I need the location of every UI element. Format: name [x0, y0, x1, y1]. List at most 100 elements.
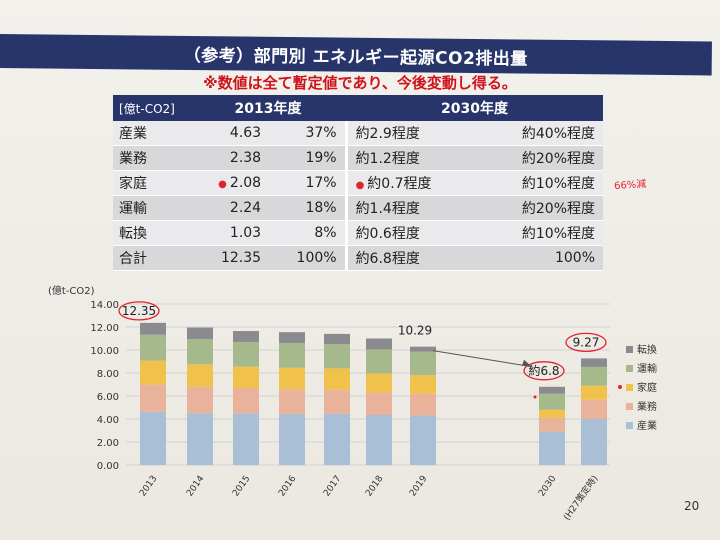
value-2013: 2.24: [190, 195, 270, 221]
unit-header: [億t-CO2]: [113, 95, 190, 121]
bar-segment: [279, 343, 305, 368]
legend-swatch: [626, 346, 633, 353]
bar-segment: [187, 327, 213, 340]
value-2030: 約2.9程度: [346, 121, 478, 146]
x-tick-label: 2016: [277, 474, 298, 499]
legend-swatch: [626, 365, 633, 372]
handwritten-circle: [523, 361, 565, 381]
bar-segment: [410, 351, 436, 376]
value-2030: 約1.2程度: [346, 145, 478, 171]
share-2030: 約40%程度: [477, 121, 603, 146]
table-row: 産業 4.63 37% 約2.9程度 約40%程度: [113, 121, 603, 146]
bar-segment: [233, 366, 259, 388]
value-text: 約0.7程度: [367, 176, 432, 192]
marker-dot-icon: ●: [218, 179, 227, 190]
legend-label: 業務: [637, 400, 657, 413]
bar-segment: [187, 364, 213, 387]
y-tick-label: 14.00: [90, 300, 119, 311]
legend-label: 家庭: [637, 381, 657, 394]
value-2013: ● 2.08: [190, 170, 270, 196]
legend-label: 産業: [637, 419, 657, 432]
share-2013: 100%: [269, 245, 348, 271]
page-number: 20: [684, 499, 700, 513]
row-label: 転換: [113, 220, 190, 246]
table-row: 合計 12.35 100% 約6.8程度 100%: [113, 245, 603, 271]
bar-segment: [187, 386, 213, 414]
row-label: 合計: [113, 245, 190, 271]
share-2030: 約20%程度: [477, 145, 603, 171]
y-tick-label: 0.00: [97, 461, 119, 472]
bar-segment: [187, 413, 213, 465]
legend-label: 運輸: [637, 362, 657, 375]
y-tick-label: 2.00: [97, 438, 119, 449]
data-label: 10.29: [398, 324, 432, 338]
bar-segment: [233, 413, 259, 465]
legend-swatch: [626, 384, 633, 391]
table-row: 転換 1.03 8% 約0.6程度 約10%程度: [113, 220, 603, 246]
data-label: 約6.8: [528, 363, 559, 378]
bar-segment: [410, 393, 436, 416]
bar-segment: [366, 373, 392, 393]
x-tick-label: 2019: [408, 474, 429, 499]
share-2013: 8%: [269, 220, 348, 246]
bar-segment: [140, 360, 166, 385]
marker-dot-icon: [533, 395, 537, 399]
value-2030: 約0.6程度: [346, 220, 478, 246]
data-label: 9.27: [573, 335, 600, 349]
bar-segment: [279, 389, 305, 414]
header-2013: 2013年度: [190, 95, 347, 121]
bar-segment: [279, 413, 305, 465]
bar-segment: [324, 413, 350, 465]
x-tick-label: 2015: [231, 474, 252, 498]
bar-segment: [233, 387, 259, 414]
bar-segment: [279, 332, 305, 344]
y-axis-label: (億t-CO2): [48, 286, 95, 297]
trend-arrow-line: [432, 350, 533, 368]
bar-segment: [581, 385, 607, 400]
data-label: 12.35: [122, 304, 156, 318]
handwritten-circle: [118, 301, 160, 321]
x-tick-label: 2017: [322, 474, 343, 498]
table-row: 家庭 ● 2.08 17% ● 約0.7程度 約10%程度: [113, 170, 603, 196]
bar-segment: [233, 341, 259, 367]
bar-segment: [366, 392, 392, 415]
bar-segment: [324, 344, 350, 369]
legend-label: 転換: [637, 344, 657, 356]
bar-segment: [539, 417, 565, 432]
bar-segment: [410, 415, 436, 465]
bar-segment: [410, 346, 436, 352]
row-label: 業務: [113, 145, 190, 171]
share-2030: 約20%程度: [477, 195, 603, 221]
arrow-head-icon: [522, 359, 532, 367]
provisional-note: ※数値は全て暫定値であり、今後変動し得る。: [203, 74, 517, 92]
value-2013: 1.03: [190, 220, 270, 246]
bar-segment: [140, 411, 166, 465]
table-row: 業務 2.38 19% 約1.2程度 約20%程度: [113, 145, 603, 171]
bar-segment: [324, 333, 350, 345]
x-tick-label: 2013: [138, 474, 159, 498]
bar-segment: [581, 366, 607, 386]
bar-segment: [410, 375, 436, 394]
x-tick-label: (H27策定時): [561, 473, 601, 523]
x-tick-label: 2030: [537, 474, 558, 499]
table-row: 運輸 2.24 18% 約1.4程度 約20%程度: [113, 195, 603, 221]
row-label: 運輸: [113, 195, 190, 221]
marker-dot-icon: [618, 385, 622, 389]
y-tick-label: 12.00: [90, 323, 119, 334]
y-tick-label: 10.00: [90, 346, 119, 357]
value-2030: 約1.4程度: [346, 195, 478, 221]
bar-segment: [581, 399, 607, 419]
header-2030: 2030年度: [346, 95, 603, 121]
x-tick-label: 2018: [364, 474, 385, 499]
value-2013: 4.63: [190, 121, 270, 146]
share-2030: 100%: [477, 245, 603, 271]
handwritten-circle: [565, 332, 607, 353]
row-label: 家庭: [113, 170, 190, 196]
bar-segment: [581, 419, 607, 465]
bar-segment: [233, 331, 259, 342]
row-label: 産業: [113, 121, 190, 146]
value-2013: 12.35: [190, 245, 270, 271]
bar-segment: [366, 338, 392, 350]
